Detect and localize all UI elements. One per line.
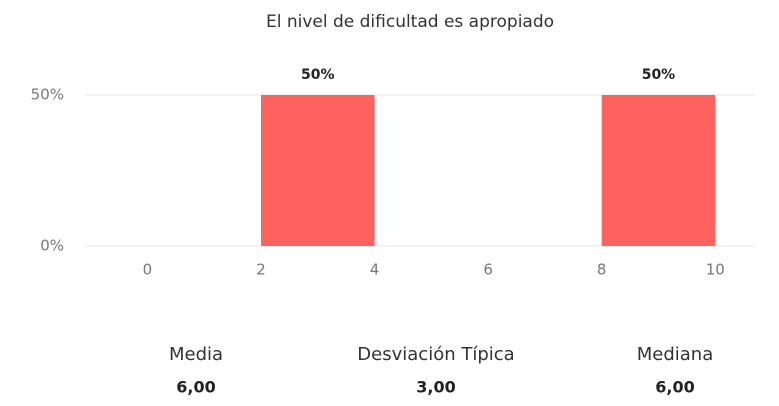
- data-label: 50%: [642, 67, 676, 83]
- y-tick-label: 0%: [40, 237, 64, 255]
- chart-title: El nivel de dificultad es apropiado: [266, 12, 554, 32]
- stat-value: 6,00: [655, 378, 694, 397]
- x-tick-label: 4: [370, 261, 380, 279]
- y-tick-label: 50%: [31, 86, 64, 104]
- stat-value: 6,00: [176, 378, 215, 397]
- x-tick-label: 10: [706, 261, 725, 279]
- stat-value: 3,00: [416, 378, 455, 397]
- bar: [261, 95, 375, 246]
- stat-label: Desviación Típica: [357, 344, 514, 365]
- x-tick-label: 2: [256, 261, 266, 279]
- data-label: 50%: [301, 67, 335, 83]
- bar: [601, 95, 716, 246]
- x-tick-label: 0: [143, 261, 153, 279]
- stat-label: Mediana: [637, 344, 714, 365]
- x-tick-label: 6: [483, 261, 493, 279]
- x-tick-label: 8: [597, 261, 607, 279]
- stat-label: Media: [169, 344, 223, 365]
